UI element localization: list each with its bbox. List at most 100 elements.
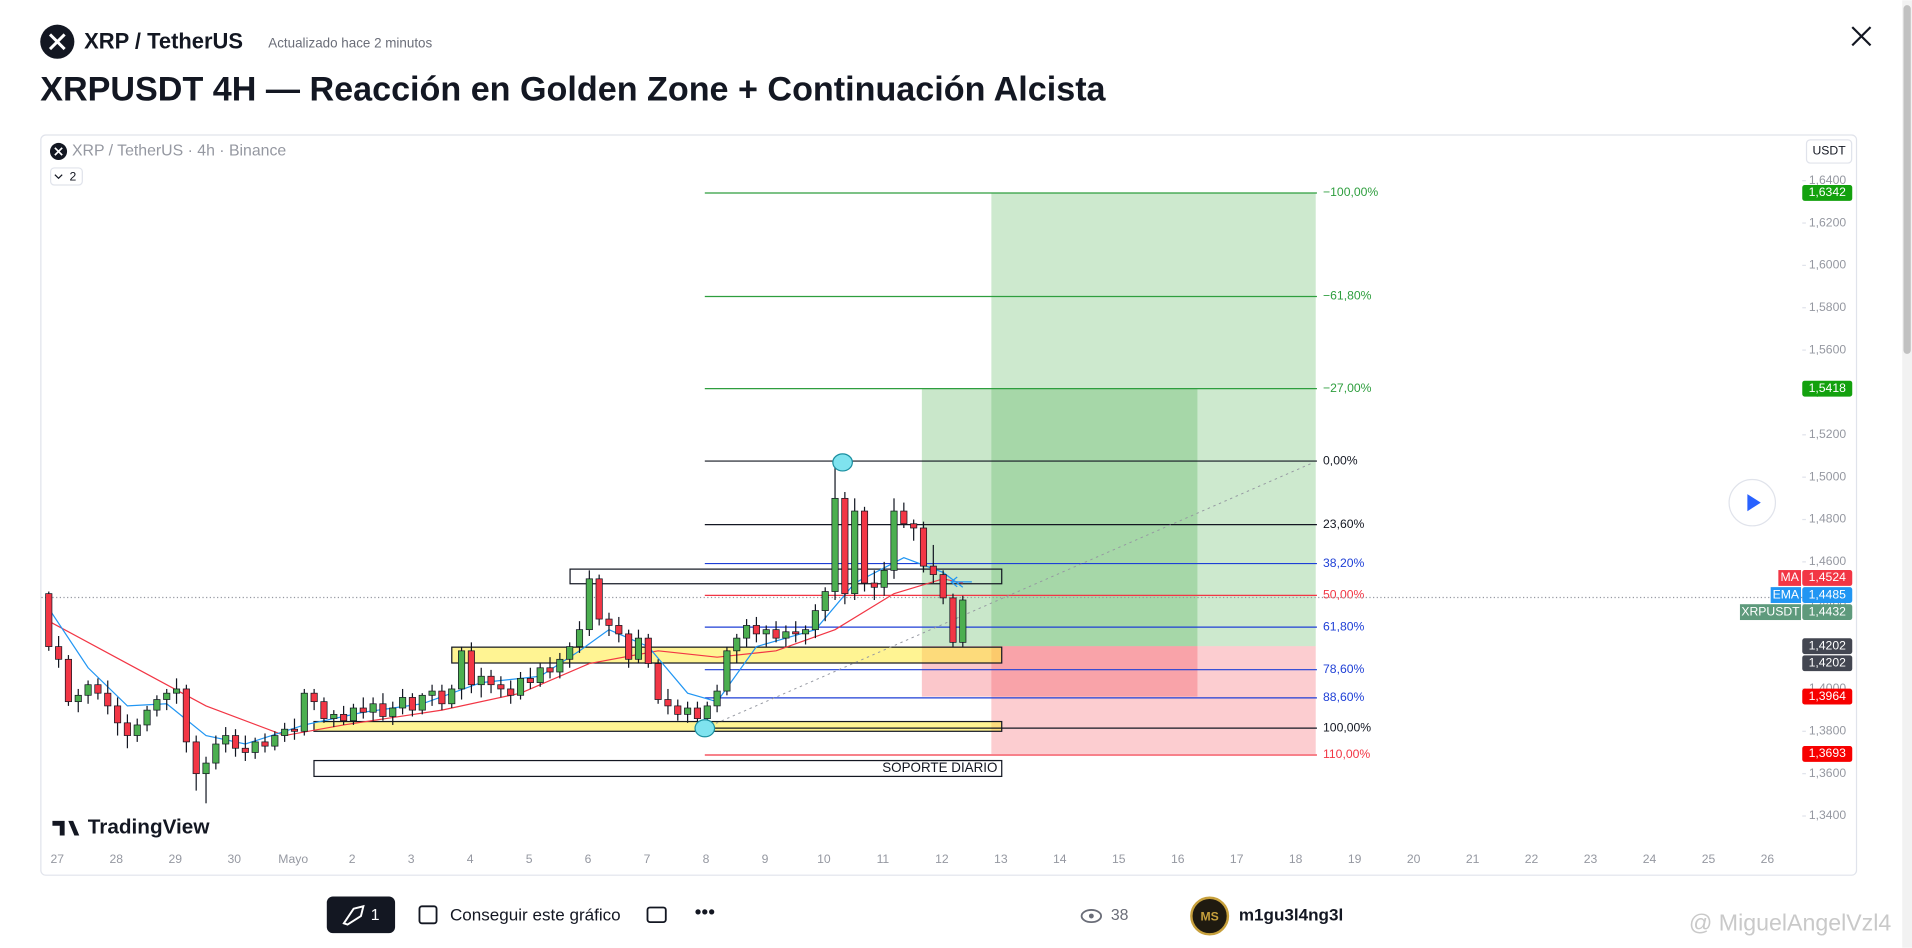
- get-chart[interactable]: Conseguir este gráfico: [450, 906, 621, 925]
- brand-logo: [52, 820, 80, 836]
- stop-zone: [991, 646, 1316, 754]
- price-label: [1802, 185, 1853, 201]
- currency: USDT: [1812, 144, 1846, 158]
- candle-body: [428, 690, 436, 696]
- candle-body: [212, 743, 220, 764]
- indicators-chevron: [54, 174, 63, 180]
- x-tick-label: 14: [1053, 852, 1067, 866]
- x-tick-label: 24: [1643, 852, 1657, 866]
- x-tick-label: 28: [110, 852, 124, 866]
- price-label-name: XRPUSDT: [1741, 604, 1800, 618]
- marker: [694, 719, 716, 738]
- candle-body: [418, 694, 426, 711]
- candle-body: [664, 699, 672, 707]
- scrollbar-thumb[interactable]: [1903, 5, 1911, 354]
- x-tick-label: 10: [817, 852, 831, 866]
- price-label: [1802, 746, 1853, 762]
- x-tick-label: 20: [1407, 852, 1421, 866]
- candle-body: [310, 692, 318, 703]
- price-label-name-box: [1778, 570, 1802, 586]
- candle-body: [477, 675, 485, 686]
- fib-label: 38,20%: [1323, 556, 1364, 570]
- fib-label: 23,60%: [1323, 517, 1364, 531]
- x-tick-label: 15: [1112, 852, 1126, 866]
- support-label: SOPORTE DIARIO: [882, 760, 997, 775]
- candle-body: [55, 646, 63, 660]
- candle-body: [408, 697, 416, 711]
- x-tick-label: 25: [1702, 852, 1716, 866]
- x-tick-label: 12: [935, 852, 949, 866]
- candle-body: [910, 523, 918, 529]
- candle-body: [585, 578, 593, 631]
- indicators-count: 2: [70, 169, 77, 183]
- chart: XRP / TetherUS · 4h · Binance 2 USDT 1,3400…: [41, 139, 1853, 866]
- price-label: [1802, 638, 1853, 655]
- candle-body: [231, 735, 240, 749]
- x-tick-label: 30: [227, 852, 241, 866]
- price-label-text: 1,5418: [1809, 381, 1846, 395]
- symbol-icon-mark: [48, 33, 66, 51]
- views-icon: [1080, 909, 1103, 924]
- x-tick-label: 19: [1348, 852, 1362, 866]
- zone: [313, 720, 1003, 732]
- x-tick-label: 3: [408, 852, 415, 866]
- comment-button[interactable]: [646, 906, 667, 924]
- candle-body: [192, 741, 200, 775]
- candle-body: [929, 565, 937, 575]
- x-tick-label: 22: [1525, 852, 1539, 866]
- x-tick-label: 21: [1466, 852, 1480, 866]
- candle-body: [123, 722, 131, 736]
- x-tick-label: 7: [644, 852, 651, 866]
- target-zone: [991, 192, 1316, 647]
- y-tick-label: 1,5000: [1809, 469, 1846, 483]
- price-label: [1802, 380, 1853, 397]
- price-label-name-box: [1770, 587, 1802, 603]
- author-avatar[interactable]: [1190, 896, 1230, 936]
- zone: [569, 568, 1003, 585]
- price-label-name-box: [1739, 604, 1802, 621]
- y-tick-label: 1,3400: [1809, 808, 1846, 822]
- candle-body: [114, 705, 122, 724]
- author[interactable]: m1gu3l4ng3l: [1239, 906, 1343, 925]
- legend: XRP / TetherUS · 4h · Binance: [72, 143, 286, 160]
- y-tick-label: 1,4600: [1809, 554, 1846, 568]
- close-button[interactable]: [1851, 26, 1872, 47]
- indicators-toggle[interactable]: [49, 167, 83, 186]
- y-tick-label: 1,5600: [1809, 342, 1846, 356]
- brand: TradingView: [88, 816, 211, 839]
- candle-body: [153, 699, 161, 711]
- x-tick-label: 4: [467, 852, 474, 866]
- candle-body: [703, 705, 711, 719]
- candle-body: [182, 688, 190, 743]
- candle-body: [595, 578, 603, 620]
- y-tick-label: 1,3800: [1809, 724, 1846, 738]
- x-tick-label: 5: [526, 852, 533, 866]
- candle-body: [143, 709, 151, 726]
- fib-label: 100,00%: [1323, 720, 1371, 734]
- candle-body: [654, 663, 662, 700]
- candle-body: [782, 631, 790, 639]
- candle-body: [163, 692, 171, 700]
- fib-label: −100,00%: [1323, 185, 1378, 199]
- candle-body: [939, 574, 947, 599]
- candle-body: [536, 667, 544, 683]
- candle-body: [241, 747, 249, 753]
- price-label: [1802, 587, 1853, 603]
- price-label-text: 1,6342: [1809, 185, 1846, 199]
- marker: [832, 453, 853, 472]
- boost-count: 1: [371, 907, 380, 924]
- x-tick-label: 2: [349, 852, 356, 866]
- candle-body: [713, 690, 721, 707]
- candle-body: [487, 675, 495, 686]
- price-label-name: MA: [1781, 570, 1800, 584]
- more-button[interactable]: •••: [695, 902, 716, 924]
- candle-body: [674, 705, 682, 715]
- candle-body: [792, 631, 800, 635]
- fib-label: 78,60%: [1323, 662, 1364, 676]
- candle-body: [94, 684, 102, 694]
- candle-body: [133, 724, 141, 736]
- price-label-text: 1,4432: [1809, 604, 1846, 618]
- candle-body: [762, 629, 770, 635]
- y-tick-label: 1,4800: [1809, 512, 1846, 526]
